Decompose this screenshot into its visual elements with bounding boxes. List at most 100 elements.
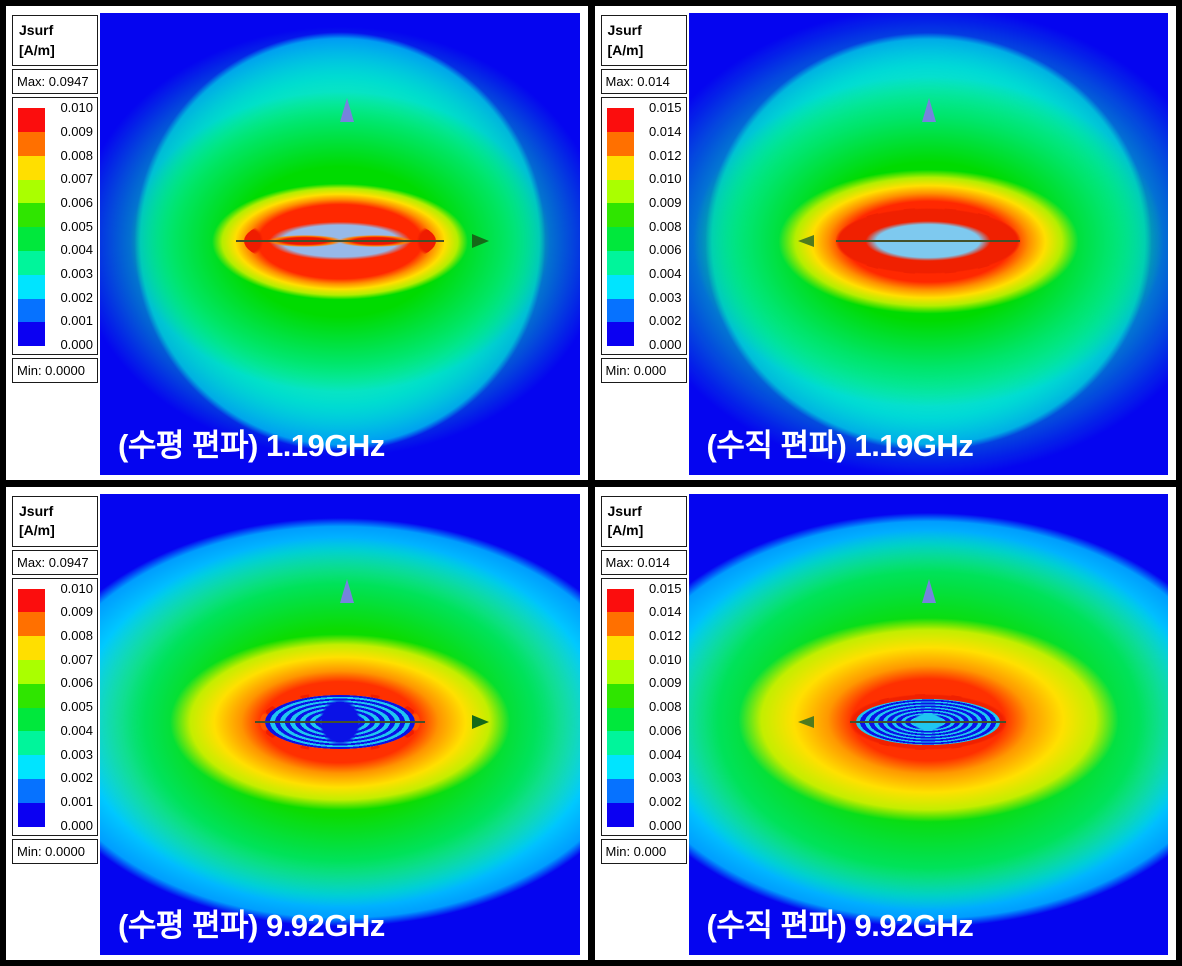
colorbar-tick-label: 0.004 — [60, 722, 93, 738]
colorbar-tick-label: 0.003 — [648, 770, 682, 786]
plot-caption: (수직 편파) 1.19GHz — [706, 427, 974, 463]
colorbar-tick-label: 0.010 — [60, 100, 93, 116]
colorbar-swatch — [18, 179, 45, 204]
colorbar-scale: 0.010 0.009 0.008 0.007 0.006 0.005 0.004 0.003… — [12, 577, 98, 836]
colorbar-swatch — [18, 227, 45, 251]
colorbar-ticks: 0.015 0.014 0.012 0.010 0.009 0.008 0.006 0.004… — [602, 582, 682, 832]
plot-caption: (수평 편파) 1.19GHz — [118, 427, 385, 463]
colorbar-tick-label: 0.005 — [60, 218, 93, 234]
colorbar-tick-label: 0.014 — [648, 604, 682, 620]
colorbar-legend: Jsurf [A/m] Max: 0.0947 0.010 0.009 0.008 0… — [12, 15, 98, 386]
colorbar-tick-label: 0.009 — [648, 675, 682, 691]
colorbar-tick-label: 0.015 — [648, 580, 682, 596]
panel-horizontal-1p19ghz: Jsurf [A/m] Max: 0.0947 0.010 0.009 0.008 0… — [6, 6, 588, 480]
colorbar-swatch — [606, 155, 634, 180]
colorbar-swatches — [18, 588, 45, 827]
colorbar-swatch — [18, 298, 45, 323]
field-plot: (수평 편파) 9.92GHz — [100, 493, 580, 955]
legend-min-value: Min: 0.000 — [600, 358, 687, 384]
colorbar-swatch — [18, 802, 45, 827]
colorbar-swatch — [606, 660, 634, 684]
colorbar-swatch — [606, 802, 634, 827]
colorbar-tick-label: 0.008 — [60, 628, 93, 644]
colorbar-swatch — [18, 588, 45, 613]
colorbar-tick-label: 0.007 — [60, 171, 93, 187]
colorbar-tick-label: 0.005 — [60, 699, 93, 715]
colorbar-tick-label: 0.012 — [648, 147, 682, 163]
antenna-midline — [850, 720, 1007, 723]
colorbar-swatch — [18, 131, 45, 156]
colorbar-swatches — [606, 108, 634, 347]
colorbar-tick-label: 0.001 — [60, 313, 93, 329]
colorbar-scale: 0.015 0.014 0.012 0.010 0.009 0.008 0.006 0.004… — [600, 97, 687, 356]
colorbar-swatch — [606, 179, 634, 204]
colorbar-swatch — [18, 683, 45, 708]
colorbar-legend: Jsurf [A/m] Max: 0.014 0.015 0.014 0.012 0.… — [600, 495, 687, 867]
colorbar-tick-label: 0.002 — [648, 313, 682, 329]
up-axis-arrow-icon — [922, 578, 937, 603]
colorbar-scale: 0.015 0.014 0.012 0.010 0.009 0.008 0.006 0.004… — [600, 577, 687, 836]
colorbar-swatch — [18, 108, 45, 132]
colorbar-swatch — [606, 707, 634, 732]
colorbar-swatch — [606, 612, 634, 637]
colorbar-tick-label: 0.010 — [648, 171, 682, 187]
colorbar-tick-label: 0.010 — [60, 580, 93, 596]
plot-caption: (수평 편파) 9.92GHz — [118, 908, 385, 943]
field-plot: (수평 편파) 1.19GHz — [100, 13, 580, 475]
legend-min-value: Min: 0.0000 — [12, 838, 98, 864]
legend-max-value: Max: 0.014 — [600, 69, 687, 95]
colorbar-tick-label: 0.000 — [648, 817, 682, 833]
colorbar-swatch — [606, 322, 634, 347]
colorbar-tick-label: 0.002 — [60, 770, 93, 786]
legend-title: Jsurf [A/m] — [600, 495, 687, 547]
colorbar-tick-label: 0.009 — [648, 194, 682, 210]
colorbar-swatch — [606, 731, 634, 756]
colorbar-swatch — [18, 731, 45, 756]
colorbar-tick-label: 0.004 — [648, 746, 682, 762]
colorbar-tick-label: 0.000 — [60, 817, 93, 833]
antenna-midline — [836, 240, 1021, 243]
colorbar-tick-label: 0.008 — [648, 218, 682, 234]
panel-horizontal-9p92ghz: Jsurf [A/m] Max: 0.0947 0.010 0.009 0.008 0… — [6, 486, 588, 960]
colorbar-swatch — [18, 660, 45, 684]
up-axis-arrow-icon — [922, 98, 937, 123]
colorbar-swatch — [606, 227, 634, 251]
colorbar-swatch — [18, 274, 45, 299]
left-axis-arrow-icon — [798, 235, 815, 248]
colorbar-swatch — [18, 779, 45, 803]
colorbar-swatches — [606, 588, 634, 827]
legend-title: Jsurf [A/m] — [12, 15, 98, 67]
colorbar-legend: Jsurf [A/m] Max: 0.0947 0.010 0.009 0.008 0… — [12, 495, 98, 867]
colorbar-tick-label: 0.003 — [60, 266, 93, 281]
colorbar-tick-label: 0.004 — [648, 266, 682, 281]
colorbar-swatch — [18, 612, 45, 637]
colorbar-ticks: 0.015 0.014 0.012 0.010 0.009 0.008 0.006 0.004… — [602, 101, 682, 351]
colorbar-scale: 0.010 0.009 0.008 0.007 0.006 0.005 0.004 0.003… — [12, 97, 98, 356]
right-axis-arrow-icon — [471, 714, 489, 729]
colorbar-ticks: 0.010 0.009 0.008 0.007 0.006 0.005 0.004 0.003… — [13, 101, 93, 351]
colorbar-swatches — [18, 108, 45, 347]
colorbar-swatch — [606, 274, 634, 299]
antenna-midline — [235, 240, 444, 243]
legend-max-value: Max: 0.0947 — [12, 69, 98, 95]
colorbar-swatch — [606, 131, 634, 156]
legend-title: Jsurf [A/m] — [600, 15, 687, 67]
colorbar-tick-label: 0.003 — [648, 289, 682, 305]
colorbar-tick-label: 0.006 — [648, 242, 682, 258]
colorbar-tick-label: 0.002 — [60, 289, 93, 305]
colorbar-swatch — [606, 588, 634, 613]
colorbar-swatch — [606, 108, 634, 132]
colorbar-tick-label: 0.007 — [60, 651, 93, 667]
legend-min-value: Min: 0.000 — [600, 838, 687, 864]
colorbar-tick-label: 0.004 — [60, 242, 93, 258]
colorbar-tick-label: 0.001 — [60, 793, 93, 809]
colorbar-swatch — [606, 683, 634, 708]
colorbar-swatch — [18, 707, 45, 732]
colorbar-tick-label: 0.014 — [648, 123, 682, 139]
antenna-midline — [254, 720, 425, 723]
colorbar-tick-label: 0.006 — [60, 675, 93, 691]
colorbar-tick-label: 0.002 — [648, 793, 682, 809]
panel-vertical-9p92ghz: Jsurf [A/m] Max: 0.014 0.015 0.014 0.012 0.… — [594, 486, 1176, 960]
right-axis-arrow-icon — [471, 234, 489, 249]
colorbar-swatch — [606, 636, 634, 661]
